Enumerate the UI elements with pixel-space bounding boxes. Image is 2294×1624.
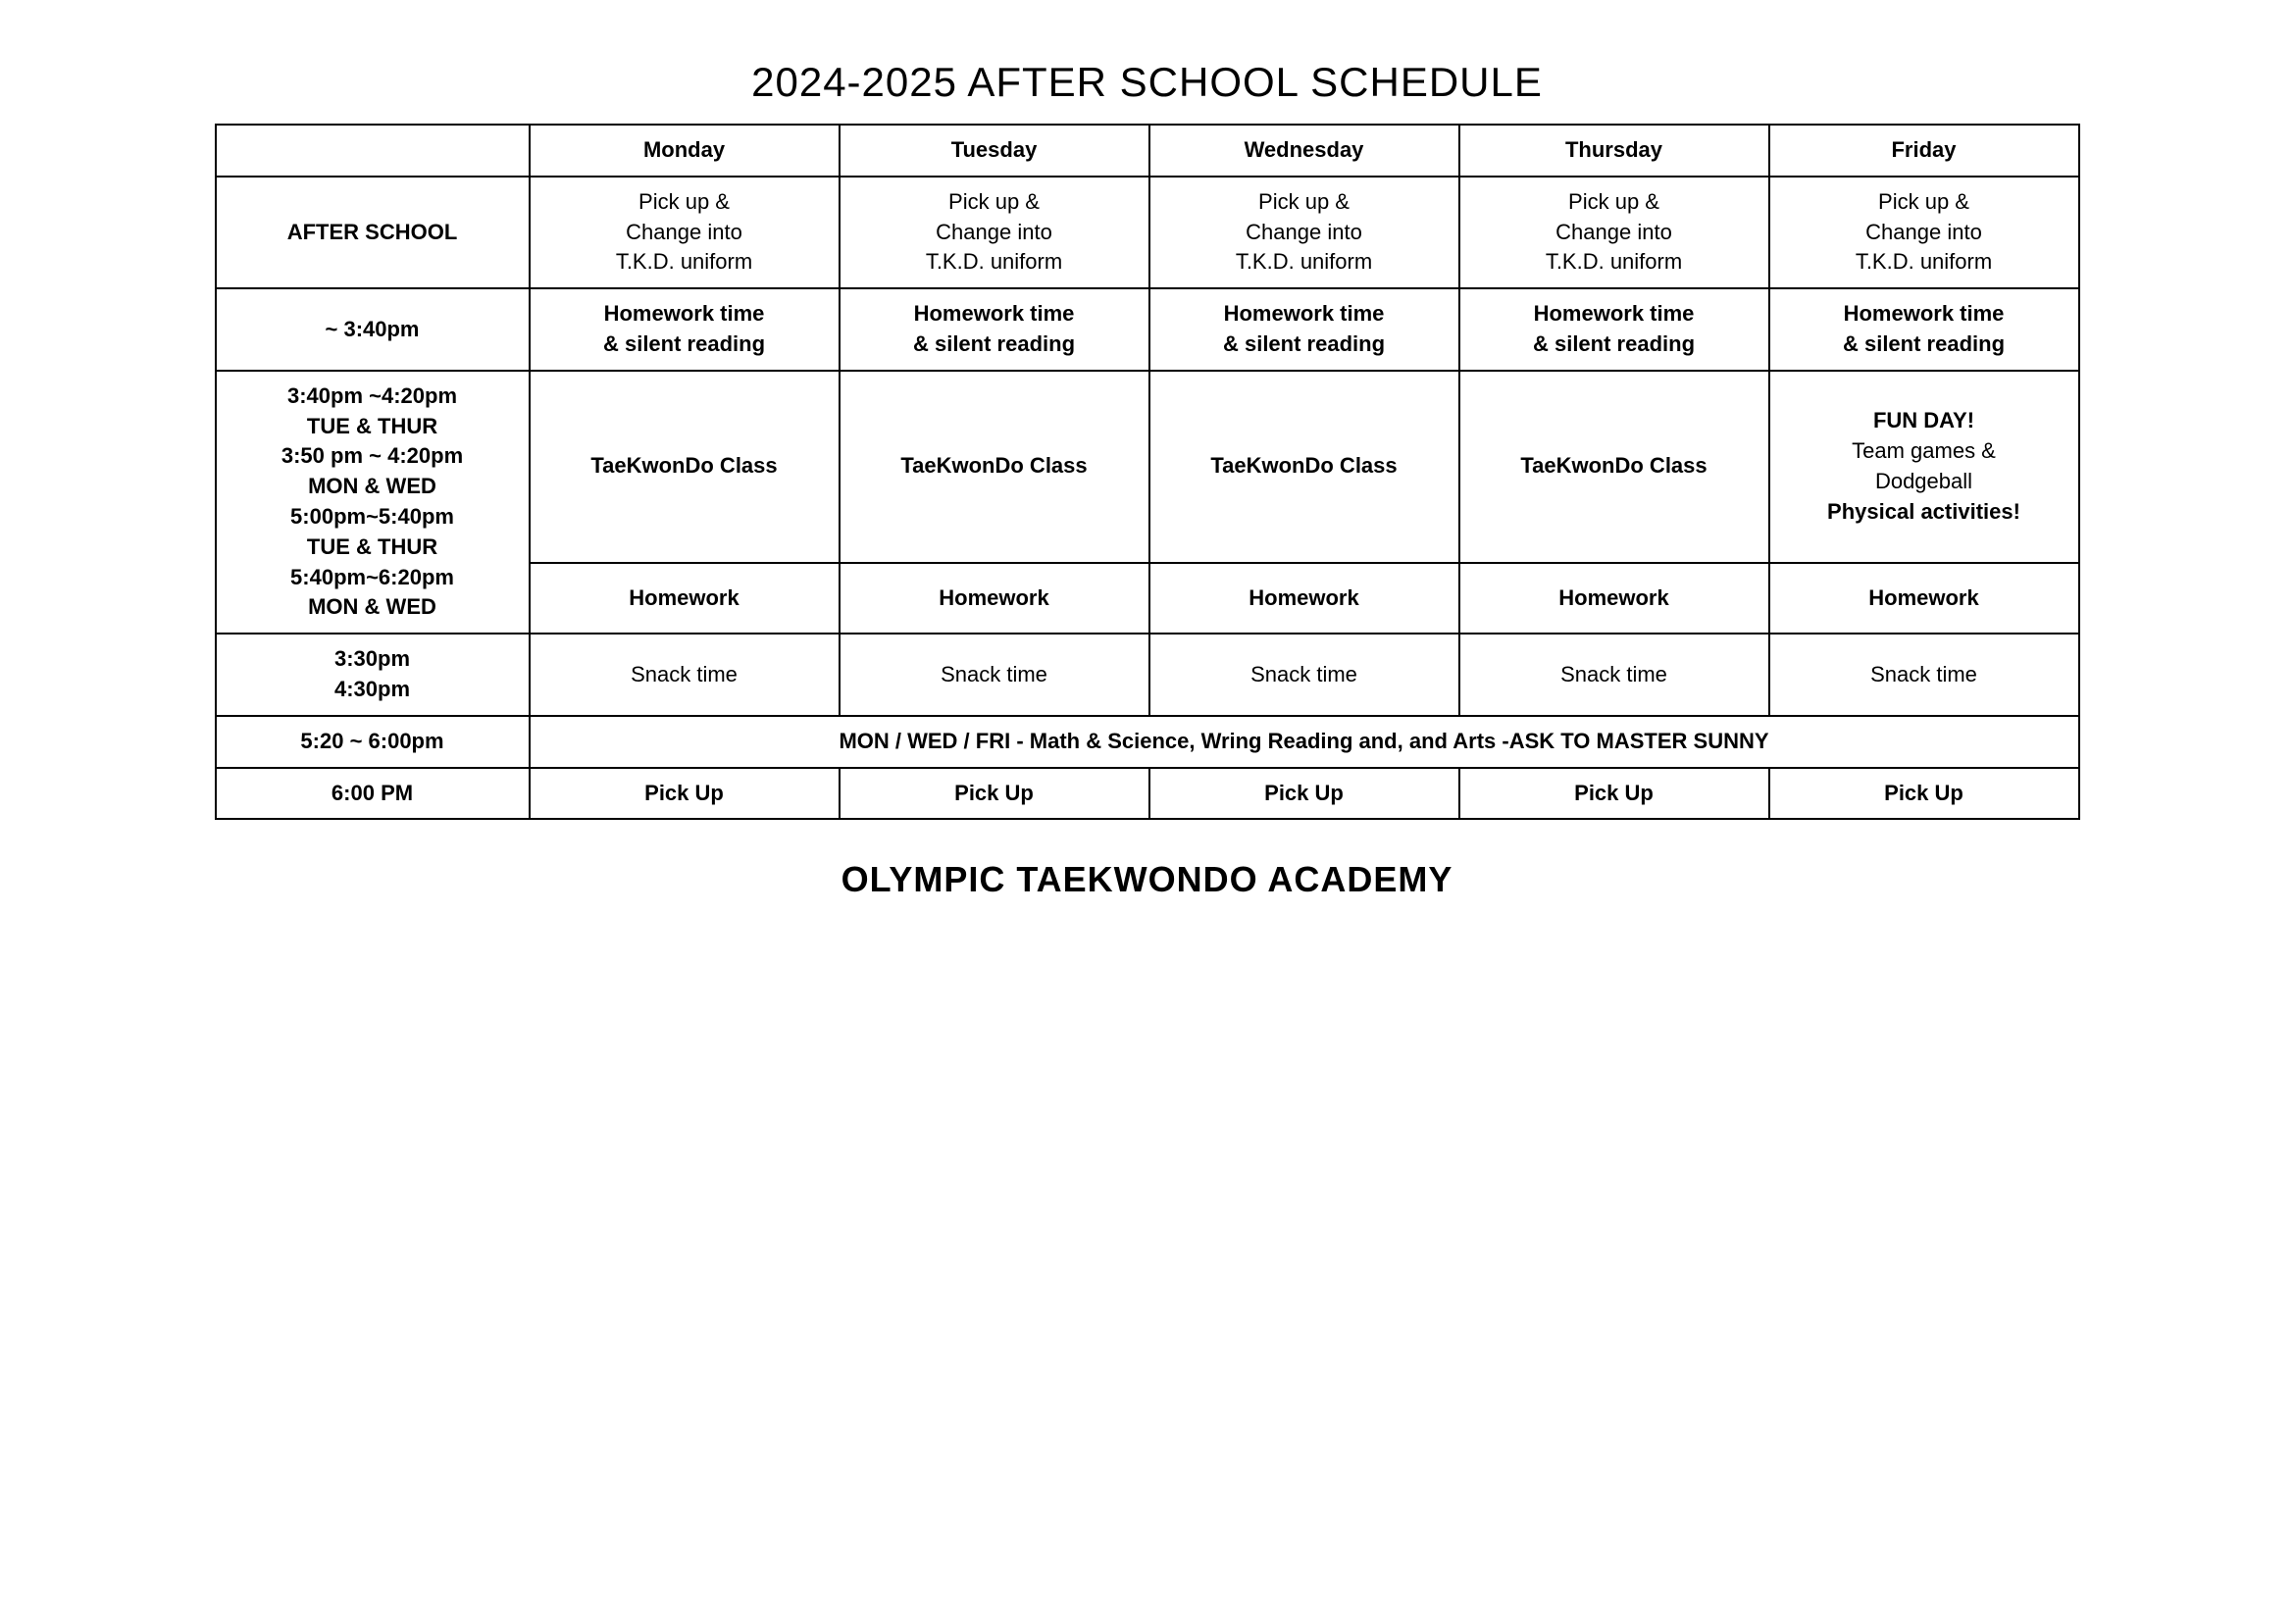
cell-tkd-wed: TaeKwonDo Class — [1149, 371, 1459, 563]
funday-title: FUN DAY! — [1778, 406, 2070, 436]
row-homework-silent: ~ 3:40pm Homework time & silent reading … — [216, 288, 2079, 371]
header-empty — [216, 125, 530, 177]
header-thursday: Thursday — [1459, 125, 1769, 177]
header-tuesday: Tuesday — [840, 125, 1149, 177]
cell-after-school-thu: Pick up & Change into T.K.D. uniform — [1459, 177, 1769, 288]
label-pickup: 6:00 PM — [216, 768, 530, 820]
header-monday: Monday — [530, 125, 840, 177]
cell-homework-wed: Homework — [1149, 563, 1459, 634]
funday-activities: Physical activities! — [1778, 497, 2070, 528]
cell-pickup-tue: Pick Up — [840, 768, 1149, 820]
funday-desc: Team games & Dodgeball — [1778, 436, 2070, 497]
cell-after-school-fri: Pick up & Change into T.K.D. uniform — [1769, 177, 2079, 288]
label-snack: 3:30pm 4:30pm — [216, 634, 530, 716]
row-after-school: AFTER SCHOOL Pick up & Change into T.K.D… — [216, 177, 2079, 288]
cell-snack-tue: Snack time — [840, 634, 1149, 716]
footer-title: OLYMPIC TAEKWONDO ACADEMY — [39, 859, 2255, 900]
cell-tkd-mon: TaeKwonDo Class — [530, 371, 840, 563]
label-extra: 5:20 ~ 6:00pm — [216, 716, 530, 768]
cell-snack-fri: Snack time — [1769, 634, 2079, 716]
cell-pickup-thu: Pick Up — [1459, 768, 1769, 820]
row-class-block: 3:40pm ~4:20pm TUE & THUR 3:50 pm ~ 4:20… — [216, 371, 2079, 563]
header-row: Monday Tuesday Wednesday Thursday Friday — [216, 125, 2079, 177]
schedule-table: Monday Tuesday Wednesday Thursday Friday… — [215, 124, 2080, 820]
page-title: 2024-2025 AFTER SCHOOL SCHEDULE — [39, 59, 2255, 106]
cell-hw-silent-thu: Homework time & silent reading — [1459, 288, 1769, 371]
cell-pickup-wed: Pick Up — [1149, 768, 1459, 820]
cell-homework-mon: Homework — [530, 563, 840, 634]
row-extra: 5:20 ~ 6:00pm MON / WED / FRI - Math & S… — [216, 716, 2079, 768]
cell-pickup-mon: Pick Up — [530, 768, 840, 820]
row-snack: 3:30pm 4:30pm Snack time Snack time Snac… — [216, 634, 2079, 716]
cell-hw-silent-tue: Homework time & silent reading — [840, 288, 1149, 371]
cell-pickup-fri: Pick Up — [1769, 768, 2079, 820]
cell-snack-wed: Snack time — [1149, 634, 1459, 716]
cell-tkd-thu: TaeKwonDo Class — [1459, 371, 1769, 563]
header-wednesday: Wednesday — [1149, 125, 1459, 177]
cell-hw-silent-mon: Homework time & silent reading — [530, 288, 840, 371]
cell-homework-tue: Homework — [840, 563, 1149, 634]
cell-after-school-wed: Pick up & Change into T.K.D. uniform — [1149, 177, 1459, 288]
label-after-school: AFTER SCHOOL — [216, 177, 530, 288]
cell-extra: MON / WED / FRI - Math & Science, Wring … — [530, 716, 2079, 768]
label-class-block: 3:40pm ~4:20pm TUE & THUR 3:50 pm ~ 4:20… — [216, 371, 530, 634]
cell-homework-thu: Homework — [1459, 563, 1769, 634]
cell-funday-fri: FUN DAY! Team games & Dodgeball Physical… — [1769, 371, 2079, 563]
cell-after-school-mon: Pick up & Change into T.K.D. uniform — [530, 177, 840, 288]
row-pickup: 6:00 PM Pick Up Pick Up Pick Up Pick Up … — [216, 768, 2079, 820]
cell-hw-silent-wed: Homework time & silent reading — [1149, 288, 1459, 371]
cell-snack-mon: Snack time — [530, 634, 840, 716]
cell-after-school-tue: Pick up & Change into T.K.D. uniform — [840, 177, 1149, 288]
cell-tkd-tue: TaeKwonDo Class — [840, 371, 1149, 563]
cell-hw-silent-fri: Homework time & silent reading — [1769, 288, 2079, 371]
header-friday: Friday — [1769, 125, 2079, 177]
cell-snack-thu: Snack time — [1459, 634, 1769, 716]
label-hw-silent: ~ 3:40pm — [216, 288, 530, 371]
cell-homework-fri: Homework — [1769, 563, 2079, 634]
